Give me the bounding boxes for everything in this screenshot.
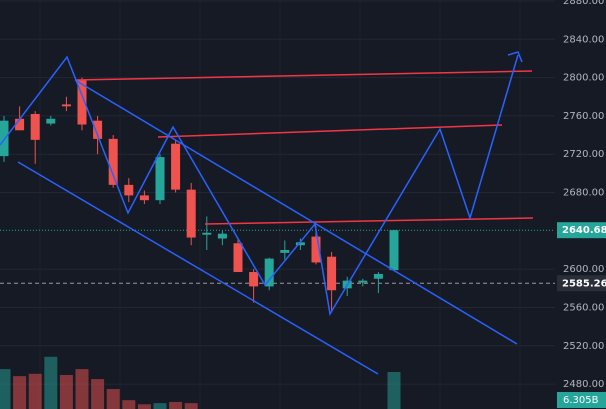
volume-label: 6.305B [563, 395, 599, 406]
y-tick-label: 2800.00 [563, 73, 604, 84]
volume-bar [59, 374, 73, 409]
candle-body [202, 232, 212, 235]
volume-bar [28, 373, 42, 409]
volume-bars [0, 356, 401, 409]
candle-body [155, 157, 165, 201]
price-label: 2640.68 [562, 225, 606, 236]
volume-bar [169, 401, 183, 409]
candle-body [327, 256, 337, 291]
volume-bar [91, 379, 105, 409]
candle-body [389, 230, 399, 271]
resistance-line [157, 124, 503, 138]
volume-bar [184, 403, 198, 409]
price-axis [555, 0, 606, 409]
channel-line [17, 161, 379, 375]
y-tick-label: 2520.00 [563, 341, 604, 352]
price-label: 2585.26 [562, 278, 606, 289]
resistance-line [74, 70, 533, 81]
candle-body [30, 113, 40, 140]
candle-body [311, 236, 321, 263]
candle-body [46, 118, 56, 124]
volume-bar [106, 389, 120, 409]
price-label-box [557, 275, 606, 292]
volume-bar [122, 400, 136, 409]
volume-bar [13, 376, 27, 409]
y-tick-label: 2840.00 [563, 34, 604, 45]
volume-bar [44, 356, 58, 409]
candle-body [124, 184, 134, 196]
volume-bar [387, 372, 401, 409]
grid [0, 0, 555, 385]
candle-body [15, 118, 25, 131]
price-axis-labels: 2480.00 2520.00 2560.00 2600.00 2680.00 2720.… [557, 0, 606, 408]
y-tick-label: 2760.00 [563, 111, 604, 122]
candle-body [186, 189, 196, 238]
candle-body [373, 273, 383, 279]
y-tick-label: 2560.00 [563, 302, 604, 313]
drawings [0, 51, 534, 375]
volume-bar [75, 369, 89, 409]
arrow-head [507, 51, 523, 63]
volume-bar [0, 369, 11, 409]
candle-body [139, 195, 149, 201]
candle-body [249, 272, 259, 287]
resistance-line [204, 217, 534, 225]
candle-body [358, 280, 368, 283]
candle-body [77, 80, 87, 125]
price-label-box [557, 222, 606, 239]
candle-body [93, 120, 103, 139]
channel-line [74, 79, 518, 345]
candle-body [108, 138, 118, 185]
y-tick-label: 2480.00 [563, 379, 604, 390]
candle-body [233, 243, 243, 273]
candle-body [61, 104, 71, 107]
volume-bar [153, 403, 167, 409]
volume-bar [137, 404, 151, 409]
candle-body [217, 233, 227, 239]
y-tick-label: 2880.00 [563, 0, 604, 7]
candle-body [295, 242, 305, 246]
projection-path [0, 54, 519, 317]
candle-body [280, 249, 290, 253]
candle-body [264, 258, 274, 287]
volume-label-box [557, 392, 606, 408]
y-tick-label: 2680.00 [563, 188, 604, 199]
y-tick-label: 2720.00 [563, 149, 604, 160]
y-tick-label: 2600.00 [563, 264, 604, 275]
candle-body [171, 143, 181, 190]
